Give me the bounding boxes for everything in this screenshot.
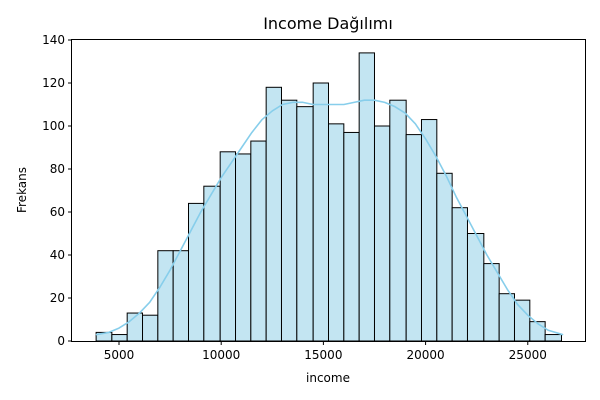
histogram-bar-28 [513, 299, 531, 342]
histogram-bar-19 [373, 125, 391, 342]
y-tick-label: 120 [42, 76, 65, 90]
y-tick-label: 40 [50, 248, 65, 262]
histogram-bar-20 [389, 99, 407, 342]
histogram-bar-18 [358, 52, 375, 342]
histogram-bar-9 [219, 151, 237, 342]
histogram-bar-29 [529, 321, 546, 342]
histogram-bar-15 [312, 82, 330, 342]
histogram-bar-2 [111, 334, 128, 342]
x-tick-label: 5000 [104, 348, 135, 362]
histogram-bar-27 [498, 293, 515, 342]
x-axis-label: income [306, 371, 350, 385]
x-tick-label: 20000 [406, 348, 444, 362]
x-tick-label: 10000 [202, 348, 240, 362]
histogram-bar-4 [142, 314, 159, 342]
histogram-bar-26 [483, 263, 500, 342]
chart-title: Income Dağılımı [263, 14, 393, 33]
histogram-bar-13 [280, 99, 298, 342]
histogram-bar-16 [328, 123, 345, 342]
y-tick-label: 80 [50, 162, 65, 176]
histogram-bar-25 [466, 233, 485, 342]
histogram-bar-21 [405, 134, 423, 342]
histogram-bar-11 [250, 140, 267, 342]
histogram-bar-14 [296, 106, 314, 342]
kde-layer [95, 99, 564, 336]
histogram-bar-7 [188, 202, 205, 342]
histogram-bar-17 [343, 131, 360, 342]
histogram-bar-8 [203, 185, 221, 342]
kde-curve [95, 99, 564, 336]
histogram-bar-24 [451, 207, 468, 342]
y-tick-label: 20 [50, 291, 65, 305]
y-tick-label: 60 [50, 205, 65, 219]
x-tick-label: 25000 [509, 348, 547, 362]
y-axis-ticks: 0 20 40 60 80 100 120 140 [42, 33, 72, 348]
y-tick-label: 140 [42, 33, 65, 47]
plot-frame [71, 39, 586, 342]
y-tick-label: 100 [42, 119, 65, 133]
histogram-bar-30 [544, 334, 563, 342]
histogram-bar-23 [436, 172, 453, 342]
histogram-bars [95, 52, 563, 342]
histogram-bar-5 [157, 250, 174, 342]
x-axis-ticks: 5000 10000 15000 20000 25000 [104, 341, 547, 362]
histogram-bar-6 [172, 250, 189, 342]
histogram-bar-10 [235, 153, 252, 342]
histogram-bar-12 [265, 86, 282, 342]
y-tick-label: 0 [57, 334, 65, 348]
x-tick-label: 15000 [304, 348, 342, 362]
y-axis-label: Frekans [15, 167, 29, 213]
